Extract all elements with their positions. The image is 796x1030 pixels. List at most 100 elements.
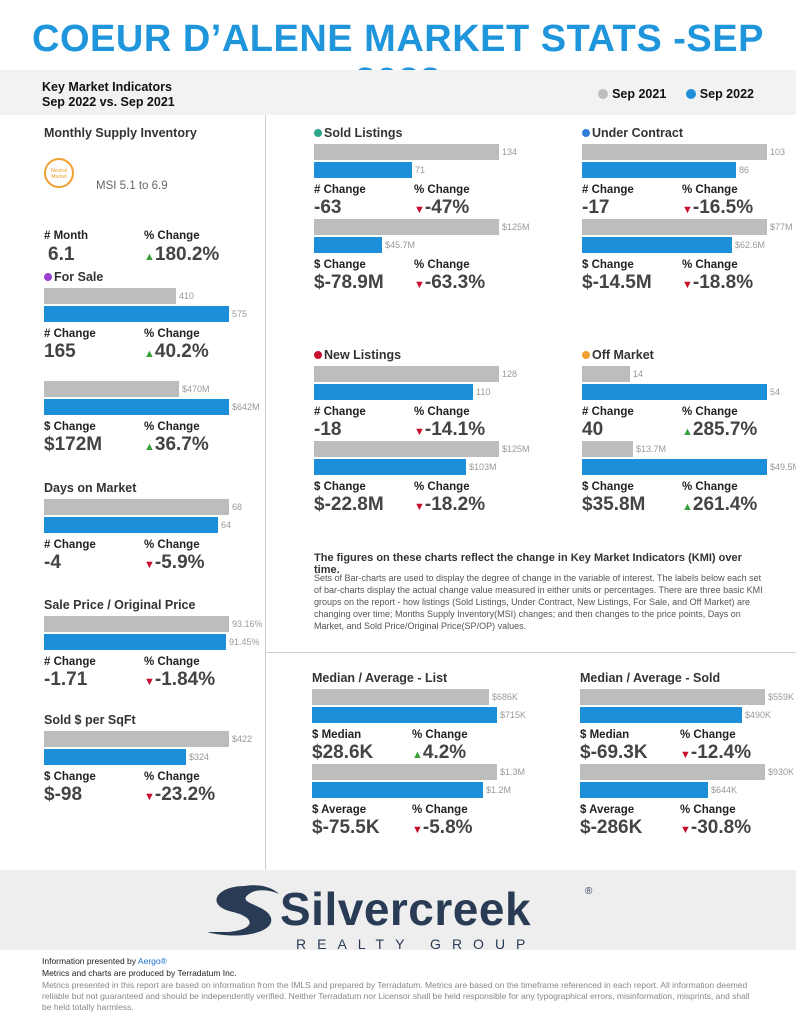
new_volume-bar-prev <box>314 441 499 457</box>
list_median-bar-prev <box>312 689 489 705</box>
off_volume-change-label: $ Change <box>582 481 634 493</box>
for_sale_count-bar-curr <box>44 306 229 322</box>
days_on_market-change-label: # Change <box>44 539 96 551</box>
list_median-pct-text: 4.2% <box>422 742 467 763</box>
for_sale_count-pct-text: 40.2% <box>154 341 209 362</box>
days_on_market-bar-label-curr: 64 <box>221 520 232 530</box>
new_count-pct-text: -14.1% <box>424 419 486 440</box>
off_count-bar-prev <box>582 366 630 382</box>
new_count-title: New Listings <box>314 348 401 362</box>
sp_op-change-value: -1.71 <box>44 669 88 690</box>
for_sale_volume-change-label: $ Change <box>44 421 96 433</box>
up-arrow-icon: ▲ <box>412 749 423 761</box>
sold_average-bar-curr <box>580 782 708 798</box>
sp_op-change-label: # Change <box>44 656 96 668</box>
uc_count-dot-icon <box>582 129 590 137</box>
off_volume-pct-label: % Change <box>682 481 738 493</box>
sold_count-pct-value: ▼-47% <box>414 197 469 219</box>
uc_volume-bar-label-prev: $77M <box>770 222 793 232</box>
sold_median-bar-label-prev: $559K <box>768 692 795 702</box>
sold_count-bar-label-prev: 134 <box>502 147 518 157</box>
list_median-bar-label-prev: $686K <box>492 692 519 702</box>
down-arrow-icon: ▼ <box>682 279 693 291</box>
sold_per_sqft-title: Sold $ per SqFt <box>44 713 136 727</box>
days_on_market-change-value: -4 <box>44 552 61 573</box>
sp_op-bar-label-curr: 91.45% <box>229 637 260 647</box>
new_count-change-value: -18 <box>314 419 342 440</box>
down-arrow-icon: ▼ <box>682 204 693 216</box>
off_count-change-value: 40 <box>582 419 604 440</box>
up-arrow-icon: ▲ <box>144 441 155 453</box>
aergo-link[interactable]: Aergo® <box>137 956 167 966</box>
new_count-bar-label-prev: 128 <box>502 369 518 379</box>
list_average-bar-curr <box>312 782 483 798</box>
down-arrow-icon: ▼ <box>414 279 425 291</box>
list_median-change-label: $ Median <box>312 729 362 741</box>
down-arrow-icon: ▼ <box>414 426 425 438</box>
new_volume-bar-label-curr: $103M <box>469 462 497 472</box>
for_sale_count-bar-prev <box>44 288 176 304</box>
list_average-pct-label: % Change <box>412 804 468 816</box>
list_average-change-label: $ Average <box>312 804 367 816</box>
for_sale_count-title-text: For Sale <box>54 270 104 284</box>
sp_op-bar-curr <box>44 634 226 650</box>
up-arrow-icon: ▲ <box>682 426 693 438</box>
days_on_market-bar-label-prev: 68 <box>232 502 243 512</box>
legend-label-prev: Sep 2021 <box>612 87 667 101</box>
down-arrow-icon: ▼ <box>144 559 155 571</box>
footer-disclaimer: Metrics presented in this report are bas… <box>42 980 750 1012</box>
list_average-bar-label-curr: $1.2M <box>486 785 512 795</box>
sold_median-change-label: $ Median <box>580 729 630 741</box>
uc_count-pct-label: % Change <box>682 184 738 196</box>
badge-line-1: Neutral <box>50 168 68 174</box>
days_on_market-pct-label: % Change <box>144 539 200 551</box>
logo-name: Silvercreek <box>280 883 532 935</box>
sp_op-title: Sale Price / Original Price <box>44 598 195 612</box>
down-arrow-icon: ▼ <box>144 676 155 688</box>
down-arrow-icon: ▼ <box>680 824 691 836</box>
note-text: Sets of Bar-charts are used to display t… <box>314 573 763 631</box>
off_count-title-text: Off Market <box>592 348 654 362</box>
sold_median-change-value: $-69.3K <box>580 742 648 763</box>
kmi-line-1: Key Market Indicators <box>42 80 172 94</box>
list_median-title: Median / Average - List <box>312 671 447 685</box>
list_median-bar-curr <box>312 707 497 723</box>
msi-month-label: # Month <box>44 230 89 242</box>
off_volume-pct-text: 261.4% <box>692 494 758 515</box>
off_count-pct-label: % Change <box>682 406 738 418</box>
section-divider <box>265 652 796 653</box>
sold_average-change-value: $-286K <box>580 817 643 838</box>
legend: Sep 2021 Sep 2022 <box>582 87 754 101</box>
sold_average-pct-label: % Change <box>680 804 736 816</box>
neutral-market-badge-icon: Neutral Market <box>44 158 74 188</box>
list_average-bar-label-prev: $1.3M <box>500 767 526 777</box>
sold_volume-pct-value: ▼-63.3% <box>414 272 485 294</box>
sold_count-dot-icon <box>314 129 322 137</box>
new_volume-pct-label: % Change <box>414 481 470 493</box>
sp_op-bar-prev <box>44 616 229 632</box>
for_sale_count-pct-value: ▲40.2% <box>144 341 209 363</box>
msi-title: Monthly Supply Inventory <box>44 126 197 140</box>
sold_average-pct-text: -30.8% <box>690 817 752 838</box>
new_volume-bar-label-prev: $125M <box>502 444 530 454</box>
down-arrow-icon: ▼ <box>414 501 425 513</box>
sold_per_sqft-change-value: $-98 <box>44 784 83 805</box>
badge-line-2: Market <box>51 174 67 180</box>
for_sale_volume-pct-label: % Change <box>144 421 200 433</box>
days_on_market-title: Days on Market <box>44 481 136 495</box>
off_volume-bar-label-prev: $13.7M <box>636 444 667 454</box>
sold_per_sqft-pct-label: % Change <box>144 771 200 783</box>
for_sale_volume-bar-label-prev: $470M <box>182 384 210 394</box>
sold_volume-bar-prev <box>314 219 499 235</box>
sold_volume-pct-text: -63.3% <box>424 272 486 293</box>
sold_volume-change-label: $ Change <box>314 259 366 271</box>
off_count-dot-icon <box>582 351 590 359</box>
list_median-title-text: Median / Average - List <box>312 671 448 685</box>
days_on_market-pct-text: -5.9% <box>154 552 205 573</box>
for_sale_volume-pct-text: 36.7% <box>154 434 209 455</box>
uc_volume-change-value: $-14.5M <box>582 272 652 293</box>
kmi-line-2: Sep 2022 vs. Sep 2021 <box>42 95 175 109</box>
kmi-heading: Key Market Indicators Sep 2022 vs. Sep 2… <box>42 80 175 110</box>
uc_volume-change-label: $ Change <box>582 259 634 271</box>
sp_op-pct-value: ▼-1.84% <box>144 669 215 691</box>
